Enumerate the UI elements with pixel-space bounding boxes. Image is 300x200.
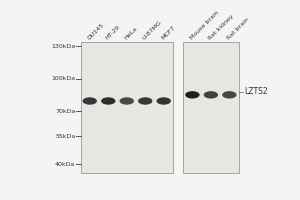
Text: 100kDa: 100kDa [51, 76, 75, 81]
Text: 70kDa: 70kDa [55, 109, 75, 114]
Text: DU145: DU145 [86, 22, 105, 41]
Ellipse shape [119, 97, 134, 105]
Text: Rat brain: Rat brain [226, 17, 250, 41]
Ellipse shape [204, 91, 218, 99]
Ellipse shape [157, 97, 171, 105]
Ellipse shape [185, 91, 200, 99]
Ellipse shape [82, 97, 97, 105]
Text: 130kDa: 130kDa [51, 44, 75, 49]
Text: U-87MG: U-87MG [142, 20, 163, 41]
Ellipse shape [138, 97, 152, 105]
Ellipse shape [101, 97, 116, 105]
Text: 40kDa: 40kDa [55, 162, 75, 167]
Ellipse shape [222, 91, 237, 99]
Text: Mouse brain: Mouse brain [189, 10, 220, 41]
Text: HT-29: HT-29 [105, 24, 121, 41]
Text: 55kDa: 55kDa [55, 134, 75, 139]
Bar [80, 42, 173, 173]
Text: LZTS2: LZTS2 [244, 87, 268, 96]
Bar [183, 42, 238, 173]
Text: HeLa: HeLa [123, 26, 138, 41]
Text: Rat kidney: Rat kidney [207, 14, 235, 41]
Text: MCF7: MCF7 [160, 25, 176, 41]
